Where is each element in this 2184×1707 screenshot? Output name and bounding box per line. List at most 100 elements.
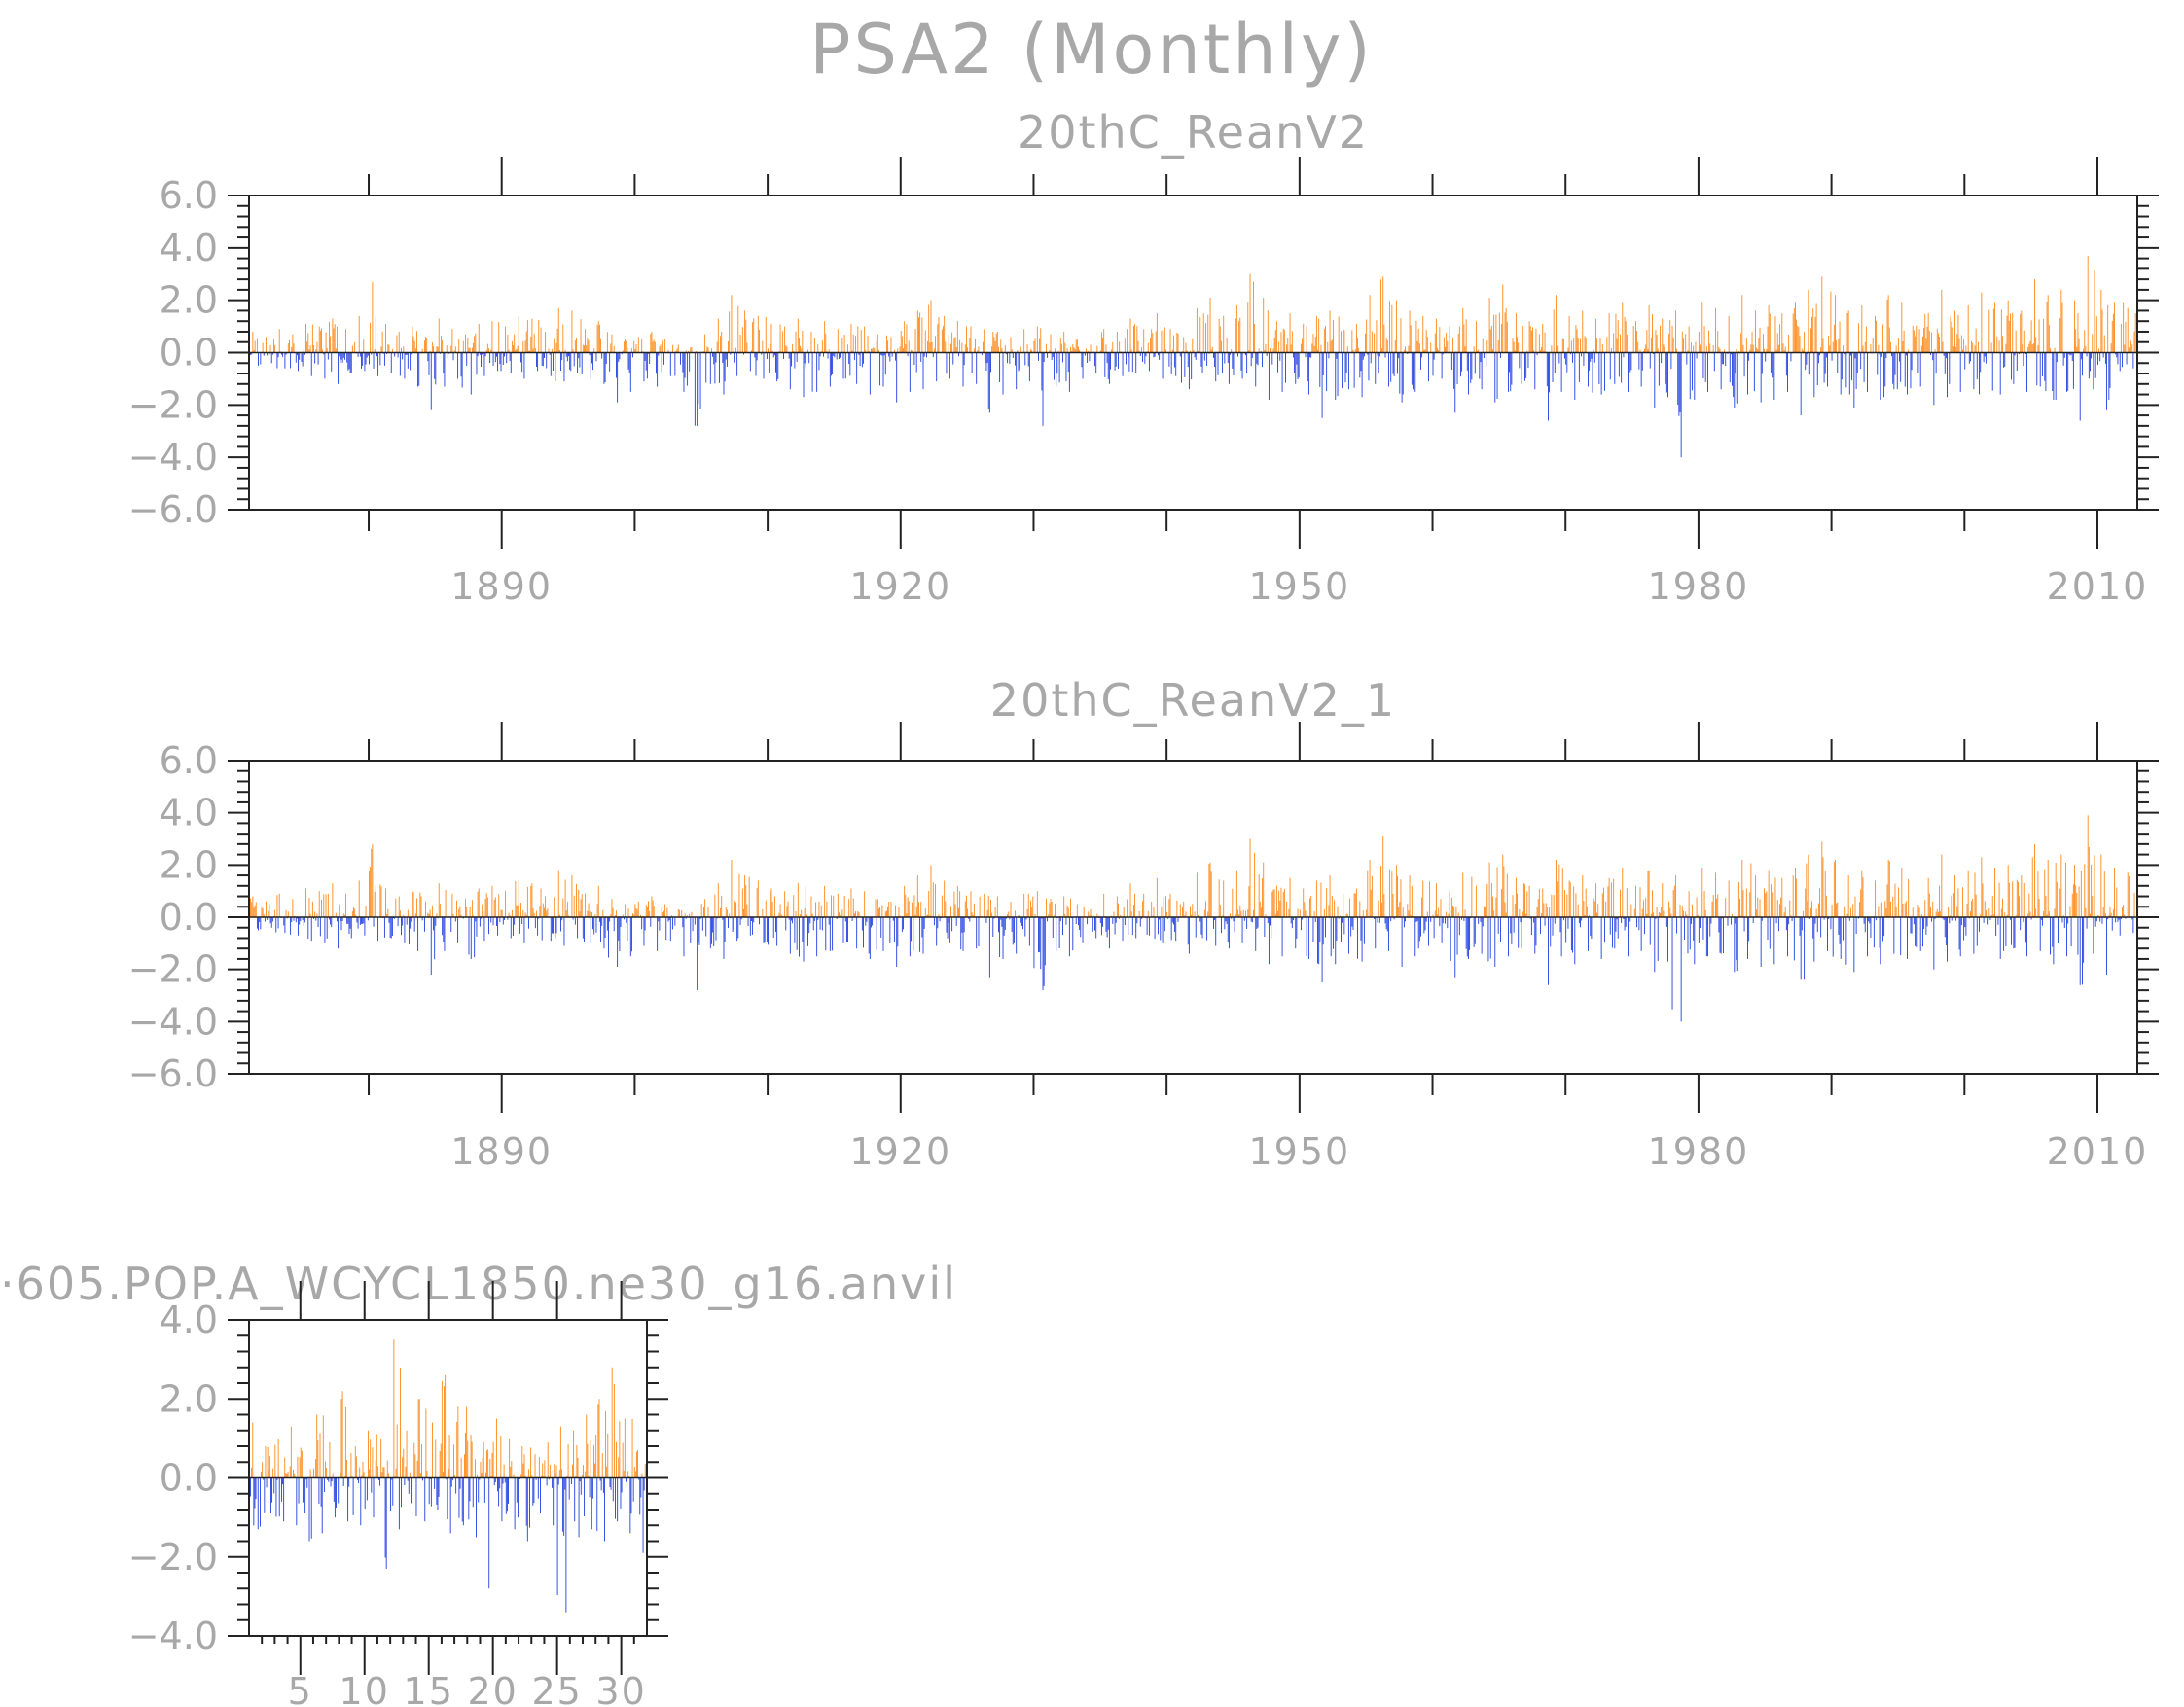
bar xyxy=(802,917,804,942)
bar xyxy=(690,917,692,943)
bar xyxy=(335,348,337,353)
bar xyxy=(1127,329,1128,353)
bar xyxy=(1245,352,1246,356)
bar xyxy=(1702,917,1704,940)
bar xyxy=(250,1477,251,1497)
bar xyxy=(1562,338,1564,353)
bar xyxy=(1535,328,1537,353)
bar xyxy=(645,352,647,371)
bar xyxy=(1917,905,1919,917)
bar xyxy=(1295,917,1297,949)
bar xyxy=(1367,870,1369,917)
bar xyxy=(354,341,356,353)
bar xyxy=(1806,352,1808,365)
bar xyxy=(1453,906,1455,917)
bar xyxy=(912,350,913,353)
bar xyxy=(1540,350,1541,353)
bar xyxy=(1939,885,1940,917)
bar xyxy=(523,1454,525,1478)
bar xyxy=(1943,352,1945,356)
bar xyxy=(1589,914,1591,917)
bar xyxy=(1519,352,1521,369)
bar xyxy=(304,917,305,923)
bar xyxy=(1166,911,1168,917)
bar xyxy=(345,329,346,353)
bar xyxy=(1770,884,1772,917)
bar xyxy=(1076,904,1078,917)
bar xyxy=(1075,917,1077,925)
bar xyxy=(1382,276,1384,353)
bar xyxy=(1894,883,1896,917)
bar xyxy=(546,910,548,917)
bar xyxy=(1410,325,1412,353)
bar xyxy=(1257,917,1259,928)
bar xyxy=(792,344,794,353)
bar xyxy=(1522,911,1523,917)
bar xyxy=(1317,349,1318,353)
bar xyxy=(1685,334,1687,353)
bar xyxy=(821,917,823,931)
bar xyxy=(582,917,584,939)
bar xyxy=(502,917,504,925)
bar xyxy=(964,344,966,353)
bar xyxy=(1490,882,1492,917)
bar xyxy=(691,347,693,353)
panel-1: 20thC_ReanV26.04.02.00.0−2.0−4.0−6.01890… xyxy=(128,106,2159,608)
bar xyxy=(544,352,545,358)
bar xyxy=(1496,352,1498,399)
bar xyxy=(1242,909,1244,917)
bar xyxy=(1846,913,1848,917)
bar xyxy=(1042,917,1044,991)
bar xyxy=(831,895,832,917)
bar xyxy=(390,917,392,939)
bar xyxy=(1755,875,1756,917)
bar xyxy=(1557,881,1559,917)
bar xyxy=(1560,352,1562,392)
bar xyxy=(453,350,455,353)
bar xyxy=(510,917,512,939)
bar xyxy=(639,1477,641,1515)
bar xyxy=(1815,908,1817,917)
bar xyxy=(1942,341,1944,353)
bar xyxy=(1401,352,1403,403)
bar xyxy=(580,319,582,353)
bar xyxy=(1654,352,1656,409)
bar xyxy=(825,333,827,353)
bar xyxy=(609,352,611,372)
bar xyxy=(2103,871,2105,917)
bar xyxy=(489,1459,491,1478)
bar xyxy=(1211,346,1213,353)
bar xyxy=(677,344,679,353)
bar xyxy=(1663,910,1665,917)
bar xyxy=(1438,907,1440,917)
bar xyxy=(1170,917,1172,941)
bar xyxy=(1243,917,1245,921)
bar xyxy=(250,898,252,917)
bar xyxy=(758,329,760,353)
bar xyxy=(1265,914,1267,917)
bar xyxy=(1461,917,1463,920)
bar xyxy=(1741,295,1743,353)
bar xyxy=(1439,917,1441,927)
bar xyxy=(1440,899,1442,917)
bar xyxy=(412,892,414,917)
bar xyxy=(367,917,369,921)
bar xyxy=(564,879,566,917)
bar xyxy=(1645,344,1647,353)
bar xyxy=(1837,352,1839,373)
bar xyxy=(1566,352,1568,373)
bar xyxy=(1646,913,1648,917)
bar xyxy=(868,917,870,954)
bar xyxy=(361,352,362,369)
bar xyxy=(585,329,587,353)
bar xyxy=(1997,917,1999,925)
bar xyxy=(2104,352,2106,364)
bar xyxy=(1450,897,1452,917)
bar xyxy=(276,895,278,917)
bar xyxy=(1079,917,1081,930)
bar xyxy=(1957,314,1959,353)
bar xyxy=(547,1441,549,1478)
bar xyxy=(1932,901,1934,917)
bar xyxy=(283,1477,285,1522)
bar xyxy=(1981,292,1983,353)
